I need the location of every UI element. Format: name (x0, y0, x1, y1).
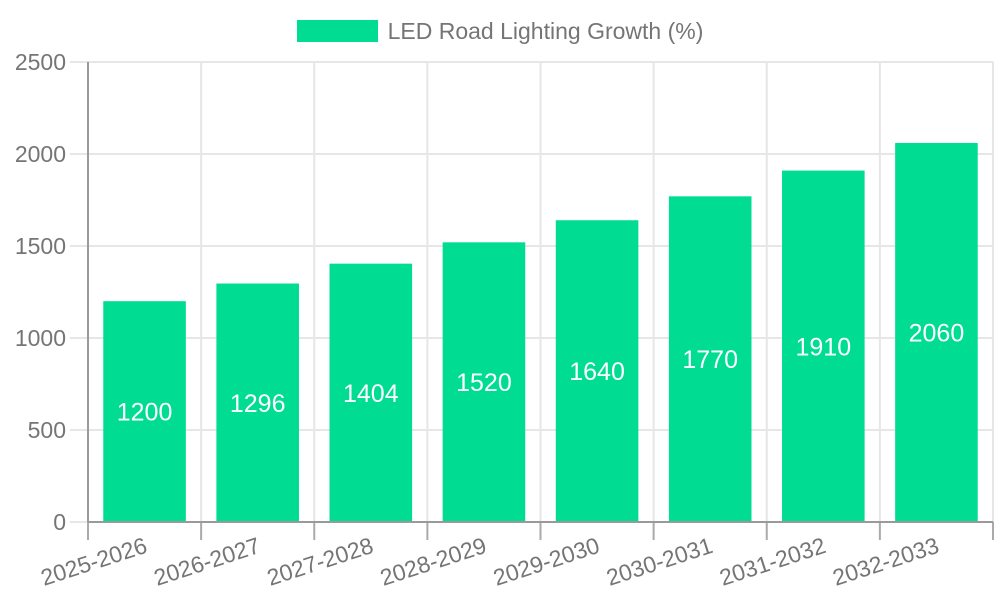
x-tick-label-group: 2032-2033 (829, 532, 942, 591)
y-tick-label: 2500 (15, 49, 66, 75)
x-tick-label-group: 2031-2032 (716, 532, 829, 591)
bar-2025-2026[interactable] (103, 301, 186, 522)
bar-value-label: 1200 (117, 399, 173, 427)
x-tick-label-group: 2025-2026 (37, 532, 150, 591)
x-tick-label: 2029-2030 (490, 532, 603, 591)
x-tick-label: 2026-2027 (151, 532, 264, 591)
y-tick-label: 0 (53, 509, 66, 535)
x-tick-label: 2025-2026 (37, 532, 150, 591)
x-tick-label-group: 2029-2030 (490, 532, 603, 591)
x-tick-label-group: 2030-2031 (603, 532, 716, 591)
bar-value-label: 2060 (909, 319, 965, 347)
x-tick-label-group: 2027-2028 (264, 532, 377, 591)
bar-2027-2028[interactable] (329, 263, 413, 522)
x-tick-label: 2030-2031 (603, 532, 716, 591)
y-tick-label: 1000 (15, 325, 66, 351)
x-tick-label: 2032-2033 (829, 532, 942, 591)
bar-value-label: 1404 (343, 380, 399, 408)
bar-value-label: 1770 (682, 346, 738, 374)
y-tick-label: 500 (28, 417, 66, 443)
bar-value-label: 1296 (230, 390, 286, 418)
bar-2029-2030[interactable] (555, 220, 639, 523)
bar-value-label: 1520 (456, 369, 512, 397)
x-tick-label: 2028-2029 (377, 532, 490, 591)
x-tick-label: 2027-2028 (264, 532, 377, 591)
bar-value-label: 1910 (796, 333, 852, 361)
x-tick-label-group: 2028-2029 (377, 532, 490, 591)
legend-item[interactable]: LED Road Lighting Growth (%) (296, 18, 704, 44)
legend: LED Road Lighting Growth (%) (0, 18, 1000, 44)
bar-2028-2029[interactable] (442, 242, 526, 522)
legend-label: LED Road Lighting Growth (%) (387, 18, 704, 44)
y-tick-label: 1500 (15, 233, 66, 259)
x-tick-label: 2031-2032 (716, 532, 829, 591)
bar-2032-2033[interactable] (895, 142, 978, 522)
bar-2031-2032[interactable] (782, 170, 865, 522)
bar-2030-2031[interactable] (668, 196, 752, 522)
legend-swatch (296, 20, 378, 42)
bar-value-label: 1640 (569, 358, 625, 386)
bar-2026-2027[interactable] (216, 283, 299, 522)
y-tick-label: 2000 (15, 141, 66, 167)
x-tick-label-group: 2026-2027 (151, 532, 264, 591)
